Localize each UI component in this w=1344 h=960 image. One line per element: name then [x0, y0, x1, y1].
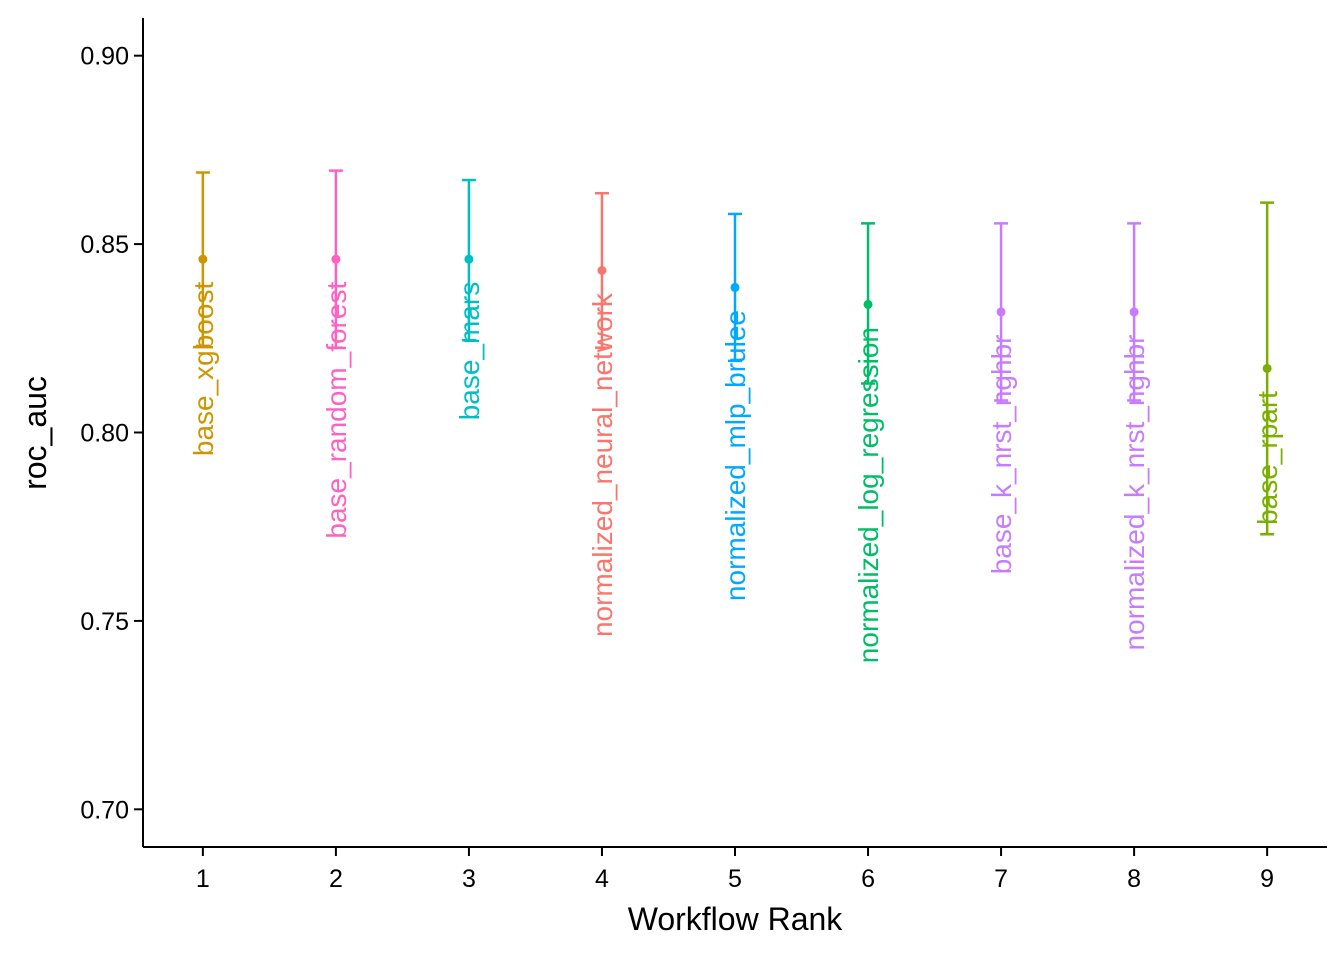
x-tick-label: 8: [1127, 865, 1141, 893]
mean-point: [198, 254, 208, 264]
workflow-9: base_rpart: [1252, 201, 1283, 536]
mean-point: [331, 254, 341, 264]
x-tick-label: 4: [595, 865, 609, 893]
x-axis-title: Workflow Rank: [628, 901, 844, 937]
y-tick-label: 0.75: [80, 608, 129, 636]
workflow-label: base_mars: [454, 282, 485, 421]
mean-point: [996, 307, 1006, 317]
workflow-1: base_xgboost: [188, 171, 219, 457]
axes: 1 2 3 4 5 6 7 8 9 0.70 0.75 0.80 0.85 0.90: [80, 18, 1327, 893]
y-axis-title: roc_auc: [17, 376, 53, 490]
workflow-5: normalized_mlp_brulee: [720, 212, 751, 601]
workflow-label: base_xgboost: [188, 282, 219, 457]
workflow-label: normalized_mlp_brulee: [720, 310, 751, 601]
y-tick-label: 0.80: [80, 420, 129, 448]
workflow-7: base_k_nrst_nghbr: [986, 222, 1017, 575]
y-tick-label: 0.90: [80, 43, 129, 71]
plot-area: base_xgboost base_random_forest base_mars n…: [188, 169, 1283, 663]
workflow-2: base_random_forest: [321, 169, 352, 539]
mean-point: [1262, 363, 1272, 373]
mean-point: [730, 282, 740, 292]
workflow-label: normalized_log_regression: [853, 327, 884, 663]
workflow-label: base_random_forest: [321, 282, 352, 539]
workflow-label: normalized_neural_network: [587, 292, 618, 637]
workflow-label: base_k_nrst_nghbr: [986, 335, 1017, 575]
mean-point: [1129, 307, 1139, 317]
mean-point: [464, 254, 474, 264]
workflow-3: base_mars: [454, 178, 485, 421]
y-tick-label: 0.70: [80, 796, 129, 824]
workflow-label: normalized_k_nrst_nghbr: [1119, 335, 1150, 651]
x-tick-label: 3: [462, 865, 476, 893]
x-tick-label: 6: [861, 865, 875, 893]
x-tick-label: 5: [728, 865, 742, 893]
x-tick-label: 7: [994, 865, 1008, 893]
mean-point: [863, 299, 873, 309]
workflow-8: normalized_k_nrst_nghbr: [1119, 222, 1150, 651]
workflow-label: base_rpart: [1252, 391, 1283, 525]
y-tick-label: 0.85: [80, 231, 129, 259]
x-tick-label: 9: [1260, 865, 1274, 893]
x-tick-label: 2: [329, 865, 343, 893]
workflow-6: normalized_log_regression: [853, 222, 884, 663]
workflow-4: normalized_neural_network: [587, 191, 618, 637]
mean-point: [597, 265, 607, 275]
x-tick-label: 1: [196, 865, 210, 893]
